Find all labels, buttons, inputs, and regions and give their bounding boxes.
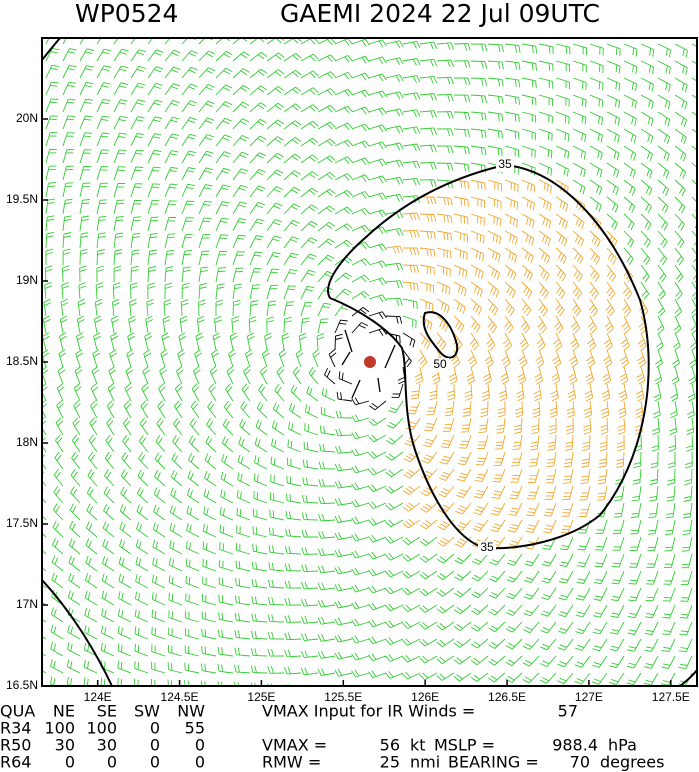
info-unit: hPa — [608, 736, 637, 755]
y-tick-label: 17.5N — [6, 516, 38, 530]
corner-contour — [42, 579, 113, 686]
barbs-orange — [385, 179, 649, 550]
y-tick-label: 17N — [16, 597, 38, 611]
info-value: 56 — [380, 736, 400, 755]
label-bg — [478, 541, 496, 555]
y-tick-label: 18N — [16, 435, 38, 449]
table-header: SE — [97, 702, 117, 721]
info-label: BEARING = — [448, 753, 539, 772]
info-value: 988.4 — [552, 736, 598, 755]
corner-contour — [42, 38, 61, 61]
table-cell: 100 — [44, 719, 75, 738]
table-cell: 0 — [65, 753, 75, 772]
table-cell: 100 — [86, 719, 117, 738]
contours — [42, 38, 697, 686]
y-tick-label: 18.5N — [6, 354, 38, 368]
x-tick-label: 125.5E — [324, 690, 362, 704]
table-header: NE — [53, 702, 75, 721]
y-tick-label: 20N — [16, 111, 38, 125]
table-cell: 55 — [185, 719, 205, 738]
table-cell: 0 — [150, 736, 160, 755]
table-cell: R50 — [0, 736, 31, 755]
info-unit: kt — [410, 736, 426, 755]
storm-id: WP0524 — [75, 0, 178, 28]
contour-50 — [422, 311, 459, 359]
table-cell: R34 — [0, 719, 31, 738]
axes: 124E 124.5E 125E 125.5E 126E 126.5E 127E 127.5E… — [6, 111, 690, 704]
table-cell: 30 — [55, 736, 75, 755]
x-tick-label: 125E — [247, 690, 275, 704]
info-value: 57 — [558, 702, 578, 721]
info-unit: degrees — [600, 753, 664, 772]
table-header: QUA — [0, 702, 35, 721]
table-cell: 0 — [107, 753, 117, 772]
info-value: 25 — [380, 753, 400, 772]
x-tick-label: 124E — [84, 690, 112, 704]
y-tick-label: 19.5N — [6, 192, 38, 206]
info-unit: nmi — [410, 753, 440, 772]
table-cell: 0 — [195, 736, 205, 755]
corner-contour — [679, 669, 697, 686]
label-bg — [496, 158, 514, 172]
info-label: MSLP = — [434, 736, 495, 755]
table-cell: 0 — [150, 753, 160, 772]
info-label: VMAX = — [262, 736, 327, 755]
contour-labels: 35 50 35 — [431, 157, 514, 555]
storm-title: GAEMI 2024 22 Jul 09UTC — [280, 0, 600, 28]
y-tick-label: 16.5N — [6, 678, 38, 692]
y-tick-label: 19N — [16, 273, 38, 287]
center-barbs — [341, 329, 396, 399]
info-label: RMW = — [262, 753, 321, 772]
storm-center — [364, 356, 376, 368]
label-bg — [431, 358, 449, 372]
contour-label: 35 — [498, 157, 512, 171]
table-cell: 0 — [195, 753, 205, 772]
barbs-green — [42, 38, 697, 686]
table-cell: 30 — [97, 736, 117, 755]
contour-35 — [327, 163, 650, 550]
table-header: NW — [177, 702, 205, 721]
x-tick-label: 126E — [411, 690, 439, 704]
contour-label: 50 — [433, 357, 447, 371]
table-cell: R64 — [0, 753, 31, 772]
x-tick-label: 126.5E — [488, 690, 526, 704]
table-cell: 0 — [150, 719, 160, 738]
info-value: 70 — [570, 753, 590, 772]
x-tick-label: 124.5E — [161, 690, 199, 704]
contour-label: 35 — [480, 540, 494, 554]
table-header: SW — [134, 702, 160, 721]
info-label: VMAX Input for IR Winds = — [262, 702, 475, 721]
x-tick-label: 127.5E — [652, 690, 690, 704]
x-tick-label: 127E — [575, 690, 603, 704]
wind-barbs — [42, 38, 697, 686]
